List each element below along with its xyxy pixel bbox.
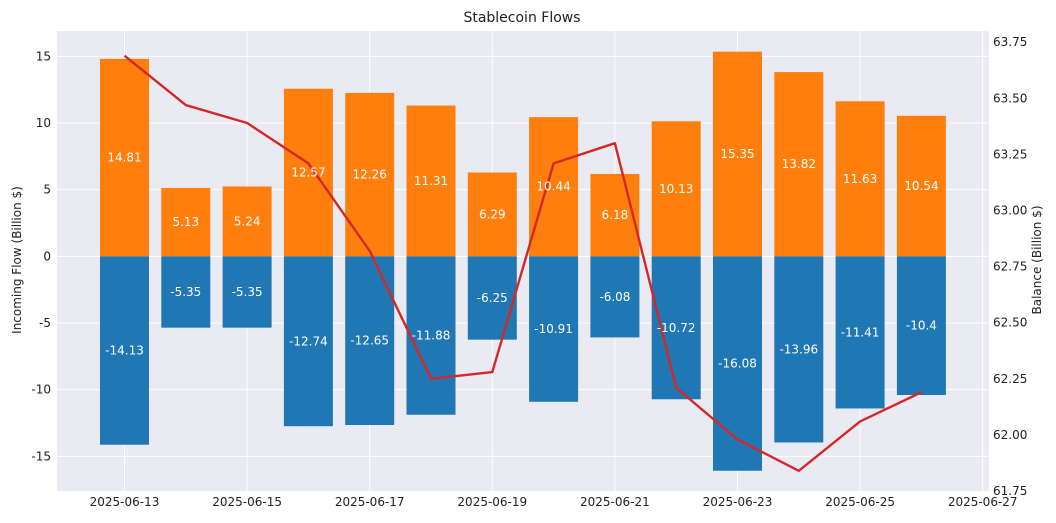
incoming-bar [222,186,272,257]
y-right-tick-label: 62.75 [993,260,1027,274]
incoming-bar [774,72,824,257]
outgoing-bar [835,256,885,409]
incoming-data-label: 15.35 [720,147,754,161]
incoming-bar [651,121,701,257]
incoming-data-label: 11.63 [843,172,877,186]
outgoing-data-label: -10.4 [906,319,937,333]
outgoing-bar [529,256,579,402]
x-tick-label: 2025-06-19 [457,495,527,509]
balance-line [123,54,922,473]
incoming-bar [529,117,579,257]
y-right-tick-label: 63.25 [993,147,1027,161]
incoming-data-label: 10.13 [659,182,693,196]
incoming-data-label: 12.57 [291,166,325,180]
incoming-data-label: 13.82 [782,157,816,171]
outgoing-bar [222,256,272,328]
incoming-bar [467,172,517,257]
y-left-tick-label: -10 [31,383,51,397]
plot-background [57,31,989,491]
y-right-tick-label: 63.50 [993,91,1027,105]
y-right-tick-label: 63.75 [993,35,1027,49]
y-axis-right-label: Balance (Billion $) [1030,205,1044,314]
incoming-bar [161,187,211,257]
y-left-tick-label: 0 [43,249,51,263]
incoming-data-label: 11.31 [414,174,448,188]
outgoing-data-label: -6.25 [477,291,508,305]
incoming-bar [835,101,885,257]
outgoing-data-label: -13.96 [779,342,818,356]
x-tick-label: 2025-06-27 [948,495,1018,509]
outgoing-data-label: -16.08 [718,357,757,371]
y-right-tick-label: 62.50 [993,316,1027,330]
outgoing-bar [896,256,946,395]
outgoing-data-label: -14.13 [105,344,144,358]
incoming-data-label: 10.54 [904,179,938,193]
chart-title: Stablecoin Flows [463,10,580,26]
incoming-data-label: 5.24 [234,214,261,228]
incoming-bar [590,173,640,257]
outgoing-data-label: -11.41 [841,325,880,339]
y-left-tick-label: 15 [36,49,51,63]
x-tick-label: 2025-06-23 [703,495,773,509]
outgoing-data-label: -5.35 [170,285,201,299]
outgoing-bar [713,256,762,471]
outgoing-bar [283,256,333,427]
y-axis-left-label: Incoming Flow (Billion $) [10,186,24,334]
outgoing-data-label: -5.35 [232,285,263,299]
outgoing-bar [590,256,640,338]
incoming-bar [713,51,762,257]
incoming-bar [406,105,456,257]
y-right-tick-label: 62.25 [993,372,1027,386]
incoming-data-label: 10.44 [536,180,570,194]
x-tick-label: 2025-06-13 [90,495,160,509]
incoming-data-label: 12.26 [353,168,387,182]
outgoing-bar [406,256,456,415]
outgoing-bar [651,256,701,400]
x-tick-label: 2025-06-21 [580,495,650,509]
incoming-bar [100,58,149,257]
incoming-bar [896,115,946,257]
outgoing-bar [467,256,517,340]
y-left-tick-label: 10 [36,116,51,130]
incoming-data-label: 14.81 [107,151,141,165]
incoming-data-label: 5.13 [172,215,199,229]
outgoing-bar [161,256,211,328]
outgoing-data-label: -12.74 [289,334,328,348]
outgoing-data-label: -6.08 [599,290,630,304]
y-right-tick-label: 61.75 [993,484,1027,498]
outgoing-data-label: -11.88 [412,329,451,343]
y-left-tick-label: -5 [39,316,51,330]
outgoing-bar [100,256,149,445]
incoming-bar [283,88,333,257]
x-tick-label: 2025-06-25 [825,495,895,509]
incoming-data-label: 6.18 [602,208,629,222]
x-tick-label: 2025-06-15 [212,495,282,509]
y-left-tick-label: 5 [43,183,51,197]
y-left-tick-label: -15 [31,449,51,463]
outgoing-bar [774,256,824,443]
x-tick-label: 2025-06-17 [335,495,405,509]
y-right-tick-label: 62.00 [993,428,1027,442]
outgoing-data-label: -10.72 [657,321,696,335]
y-right-tick-label: 63.00 [993,204,1027,218]
incoming-data-label: 6.29 [479,207,506,221]
outgoing-data-label: -10.91 [534,322,573,336]
outgoing-data-label: -12.65 [350,334,389,348]
